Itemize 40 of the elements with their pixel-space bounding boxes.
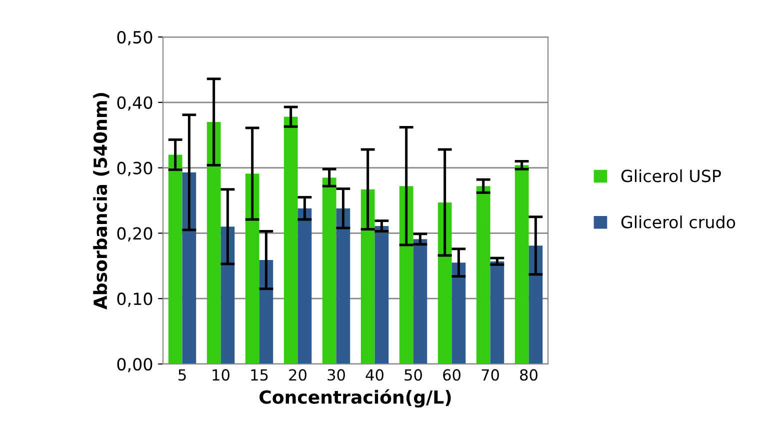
- bar: [490, 261, 504, 364]
- bar: [413, 239, 428, 364]
- x-tick-label: 50: [404, 369, 422, 381]
- bar: [438, 202, 452, 364]
- x-tick-label: 60: [443, 369, 460, 381]
- legend-label: Glicerol crudo: [621, 216, 736, 228]
- bar: [374, 226, 389, 364]
- bar: [245, 174, 260, 364]
- bar: [452, 262, 466, 364]
- y-tick-label: 0,20: [117, 227, 152, 242]
- x-tick-label: 15: [251, 369, 268, 381]
- bar: [528, 246, 543, 364]
- bar: [284, 116, 298, 364]
- bar: [360, 189, 375, 364]
- x-tick-label: 40: [366, 369, 384, 381]
- bar: [259, 260, 274, 364]
- bar: [298, 208, 312, 364]
- bar: [336, 208, 350, 364]
- legend-label: Glicerol USP: [621, 169, 721, 182]
- bar: [206, 122, 221, 364]
- x-tick-label: 20: [289, 369, 306, 381]
- bar: [399, 186, 414, 364]
- bar: [168, 154, 182, 364]
- y-tick-label: 0,30: [117, 162, 152, 176]
- bar: [322, 178, 336, 364]
- x-tick-label: 5: [178, 369, 186, 381]
- y-tick-label: 0,50: [117, 30, 152, 46]
- y-tick-label: 0,40: [117, 96, 152, 111]
- x-tick-label: 10: [212, 369, 230, 381]
- y-axis-title: Absorbancia (540nm): [93, 92, 110, 310]
- y-tick-label: 0,10: [117, 292, 152, 307]
- bar: [220, 226, 235, 364]
- bar: [182, 172, 196, 364]
- y-tick-label: 0,00: [117, 358, 152, 372]
- bar: [514, 165, 529, 364]
- x-tick-label: 30: [328, 369, 345, 381]
- x-tick-label: 80: [520, 369, 538, 381]
- x-tick-label: 70: [482, 369, 499, 381]
- x-axis-title: Concentración(g/L): [260, 389, 451, 408]
- bar: [476, 186, 490, 364]
